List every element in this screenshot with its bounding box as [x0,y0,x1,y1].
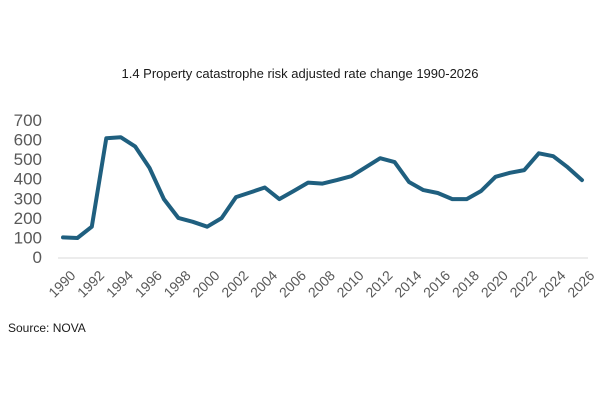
x-tick-label: 1992 [74,267,107,300]
x-tick-label: 2026 [564,267,597,300]
x-tick-label: 2000 [189,267,222,300]
x-tick-label: 2002 [218,267,251,300]
y-tick-label: 600 [14,131,42,150]
y-tick-label: 500 [14,150,42,169]
x-tick-label: 2014 [391,267,424,300]
x-axis: 1990199219941996199820002002200420062008… [45,267,597,300]
x-tick-label: 2022 [506,267,539,300]
chart-title: 1.4 Property catastrophe risk adjusted r… [121,66,479,81]
y-tick-label: 0 [33,248,42,267]
x-tick-label: 1996 [132,267,165,300]
x-tick-label: 2016 [420,267,453,300]
series-group [61,135,584,240]
y-tick-label: 100 [14,228,42,247]
x-tick-label: 2006 [276,267,309,300]
x-tick-label: 1990 [45,267,78,300]
x-tick-label: 2020 [478,267,511,300]
x-tick-label: 2008 [305,267,338,300]
x-tick-label: 1998 [160,267,193,300]
y-tick-label: 400 [14,170,42,189]
x-tick-label: 2024 [535,267,568,300]
x-tick-label: 2010 [333,267,366,300]
y-tick-label: 700 [14,111,42,130]
x-tick-label: 2004 [247,267,280,300]
y-tick-label: 200 [14,209,42,228]
x-tick-label: 2018 [449,267,482,300]
y-tick-label: 300 [14,189,42,208]
x-tick-label: 2012 [362,267,395,300]
series-line [61,135,584,240]
x-tick-label: 1994 [103,267,136,300]
source-note: Source: NOVA [8,321,86,335]
